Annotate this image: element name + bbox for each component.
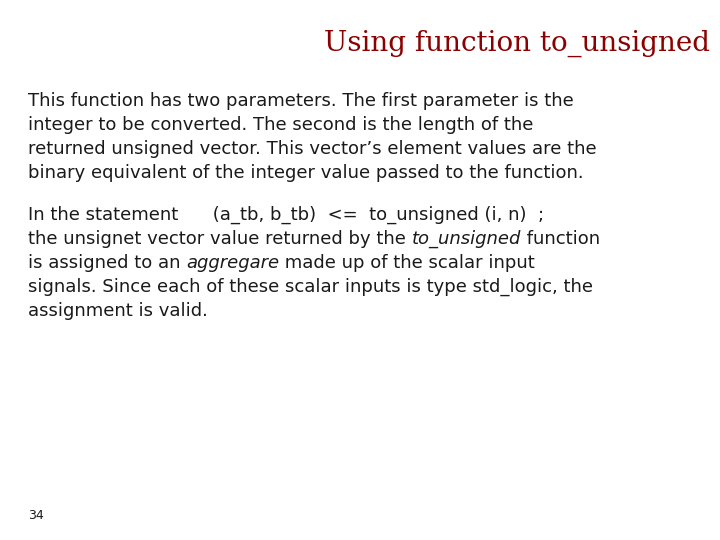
Text: assignment is valid.: assignment is valid.	[28, 302, 208, 320]
Text: made up of the scalar input: made up of the scalar input	[279, 254, 535, 272]
Text: signals. Since each of these scalar inputs is type std_logic, the: signals. Since each of these scalar inpu…	[28, 278, 593, 296]
Text: aggregare: aggregare	[186, 254, 279, 272]
Text: function: function	[521, 230, 600, 248]
Text: to_unsigned: to_unsigned	[412, 230, 521, 248]
Text: This function has two parameters. The first parameter is the: This function has two parameters. The fi…	[28, 92, 574, 110]
Text: binary equivalent of the integer value passed to the function.: binary equivalent of the integer value p…	[28, 164, 584, 182]
Text: Using function to_unsigned: Using function to_unsigned	[324, 30, 710, 57]
Text: returned unsigned vector. This vector’s element values are the: returned unsigned vector. This vector’s …	[28, 140, 597, 158]
Text: 34: 34	[28, 509, 44, 522]
Text: the unsignet vector value returned by the: the unsignet vector value returned by th…	[28, 230, 412, 248]
Text: In the statement      (a_tb, b_tb)  <=  to_unsigned (i, n)  ;: In the statement (a_tb, b_tb) <= to_unsi…	[28, 206, 544, 224]
Text: is assigned to an: is assigned to an	[28, 254, 186, 272]
Text: integer to be converted. The second is the length of the: integer to be converted. The second is t…	[28, 116, 534, 134]
